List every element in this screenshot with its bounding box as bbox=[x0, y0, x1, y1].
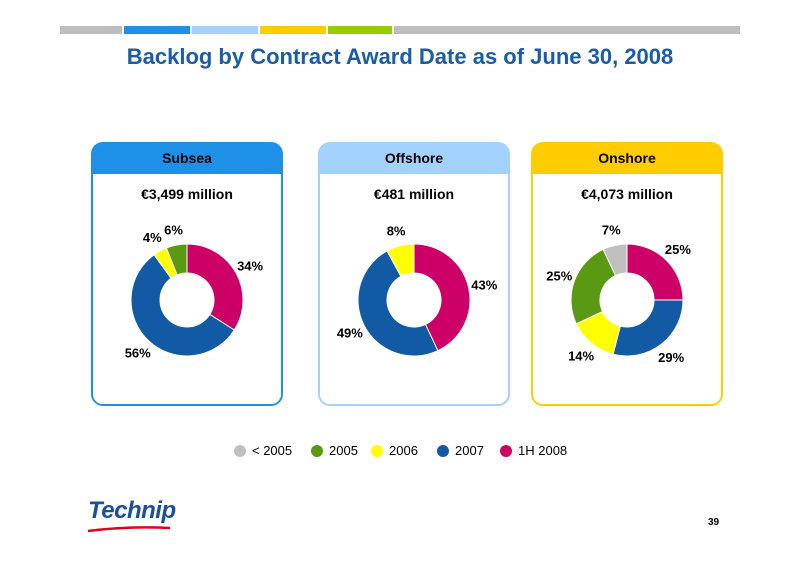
panel-header-subsea: Subsea bbox=[93, 144, 281, 174]
slice-y2005 bbox=[570, 248, 617, 325]
donut-chart-onshore: 25% 29% 14% 25% 7% bbox=[546, 223, 691, 365]
panel-body-subsea: €3,499 million bbox=[93, 174, 281, 404]
panel-title-offshore: Offshore bbox=[384, 150, 444, 166]
panel-subsea: Subsea €3,499 million 34% 56% 4% 6% bbox=[91, 142, 283, 406]
slice-y2006 bbox=[386, 243, 415, 278]
slice-label-h1-2008: 43% bbox=[471, 277, 497, 292]
legend-label-2005: 2005 bbox=[329, 443, 358, 458]
legend-label-2007: 2007 bbox=[455, 443, 484, 458]
legend-label-lt2005: < 2005 bbox=[252, 443, 293, 458]
slice-label-y2007: 56% bbox=[125, 345, 151, 360]
top-bar-segment-lightblue bbox=[192, 26, 258, 34]
slice-y2007 bbox=[130, 253, 235, 357]
legend-dot-2006 bbox=[371, 444, 383, 457]
slice-label-y2007: 49% bbox=[337, 326, 363, 341]
legend-dot-2007 bbox=[437, 444, 449, 457]
donut-chart-subsea: 34% 56% 4%6% bbox=[125, 222, 264, 360]
panel-offshore: Offshore €481 million 43% 49% 8% bbox=[318, 142, 510, 406]
donut-chart-offshore: 43% 49% 8% bbox=[337, 223, 498, 357]
legend-dot-1h2008 bbox=[500, 444, 512, 457]
legend-item-2007: 2007 bbox=[437, 443, 484, 458]
legend-item-1h2008: 1H 2008 bbox=[500, 443, 567, 458]
top-bar-segment-gray-long bbox=[394, 26, 740, 34]
legend-item-2005: 2005 bbox=[311, 443, 358, 458]
legend-label-2006: 2006 bbox=[389, 443, 418, 458]
legend-dot-lt2005 bbox=[234, 444, 246, 457]
slice-y2007 bbox=[612, 299, 684, 357]
top-bar-segment-green bbox=[328, 26, 392, 34]
legend-dot-2005 bbox=[311, 444, 323, 457]
slice-label-y2006: 8% bbox=[387, 223, 406, 238]
slice-label-y2005: 6% bbox=[164, 222, 183, 237]
panel-title-onshore: Onshore bbox=[598, 150, 656, 166]
slice-h1-2008 bbox=[626, 243, 684, 301]
slice-h1-2008 bbox=[413, 243, 471, 352]
panel-body-onshore: €4,073 million bbox=[533, 174, 721, 404]
technip-logo: Technip bbox=[88, 497, 176, 524]
slice-h1-2008 bbox=[186, 243, 244, 331]
slide-title: Backlog by Contract Award Date as of Jun… bbox=[126, 44, 674, 69]
legend-item-2006: 2006 bbox=[371, 443, 418, 458]
legend-label-1h2008: 1H 2008 bbox=[518, 443, 568, 458]
slice-y2005 bbox=[165, 243, 188, 276]
panel-amount-subsea: €3,499 million bbox=[141, 186, 233, 202]
top-bar-segment-blue bbox=[124, 26, 190, 34]
slice-label-y2007: 29% bbox=[658, 350, 684, 365]
slice-label-y2005: 25% bbox=[546, 269, 572, 284]
top-bar-segment-yellow bbox=[260, 26, 326, 34]
slice-y2007 bbox=[357, 250, 439, 357]
panel-amount-offshore: €481 million bbox=[373, 186, 455, 202]
slice-label-y2006: 4% bbox=[143, 230, 162, 245]
slice-label-h1-2008: 25% bbox=[665, 242, 691, 257]
chart-legend: < 2005 2005 2006 2007 1H 2008 bbox=[0, 443, 800, 463]
panel-header-offshore: Offshore bbox=[320, 144, 508, 174]
top-bar-segment-gray bbox=[60, 26, 122, 34]
slice-label-y2006: 14% bbox=[568, 348, 594, 363]
legend-item-lt2005: < 2005 bbox=[234, 443, 292, 458]
page-number: 39 bbox=[708, 517, 720, 528]
technip-logo-swoosh bbox=[87, 526, 171, 533]
top-color-bar bbox=[60, 26, 740, 34]
panel-header-onshore: Onshore bbox=[533, 144, 721, 174]
panel-title-subsea: Subsea bbox=[162, 150, 212, 166]
slice-lt2005 bbox=[602, 243, 628, 277]
panel-onshore: Onshore €4,073 million 25% 29% 14% 25% 7% bbox=[531, 142, 723, 406]
panel-amount-onshore: €4,073 million bbox=[581, 186, 673, 202]
slice-label-lt2005: 7% bbox=[602, 223, 621, 238]
slice-label-h1-2008: 34% bbox=[237, 258, 263, 273]
panel-body-offshore: €481 million bbox=[320, 174, 508, 404]
